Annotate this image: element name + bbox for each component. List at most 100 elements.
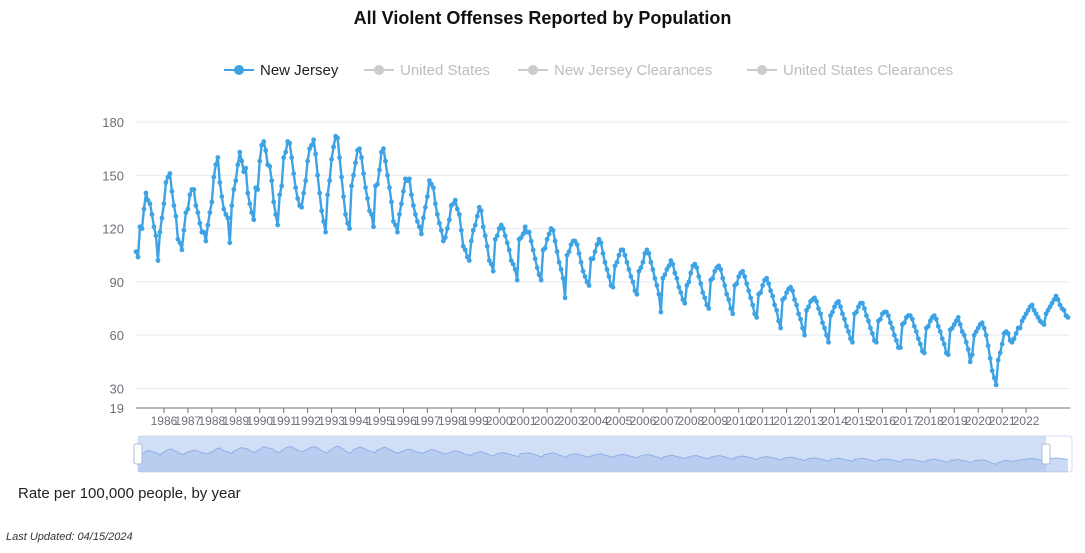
data-point[interactable] [145,197,151,203]
data-point[interactable] [367,208,372,214]
data-point[interactable] [660,275,666,281]
data-point[interactable] [177,240,183,246]
data-point[interactable] [953,318,959,324]
data-point[interactable] [205,222,211,228]
data-point[interactable] [1057,302,1063,308]
data-point[interactable] [981,325,987,331]
data-point[interactable] [578,259,584,265]
data-point[interactable] [796,311,801,317]
data-point[interactable] [1043,311,1049,317]
data-point[interactable] [826,339,831,345]
data-point[interactable] [492,236,498,242]
data-point[interactable] [646,251,652,256]
data-point[interactable] [730,311,736,317]
data-point[interactable] [694,265,700,271]
data-point[interactable] [927,318,933,324]
data-point[interactable] [407,176,412,182]
data-point[interactable] [273,211,279,217]
data-point[interactable] [363,185,368,191]
legend-item-united-states-clearances[interactable]: United States Clearances [745,58,953,82]
data-point[interactable] [878,316,883,322]
data-point[interactable] [538,277,544,283]
data-point[interactable] [640,259,646,265]
data-point[interactable] [933,316,939,322]
data-point[interactable] [221,206,227,212]
data-point[interactable] [209,199,215,205]
data-point[interactable] [989,368,995,374]
data-point[interactable] [644,247,650,253]
data-point[interactable] [1031,307,1037,313]
data-point[interactable] [191,187,197,192]
data-point[interactable] [602,259,608,265]
data-point[interactable] [301,190,307,196]
data-point[interactable] [856,304,861,310]
data-point[interactable] [181,227,187,233]
data-point[interactable] [295,195,301,201]
data-point[interactable] [846,329,851,335]
data-point[interactable] [1009,339,1015,345]
data-point[interactable] [724,291,730,297]
data-point[interactable] [249,210,255,215]
legend-item-new-jersey[interactable]: New Jersey [222,58,338,82]
data-point[interactable] [592,249,598,255]
data-point[interactable] [165,174,171,180]
data-point[interactable] [470,227,476,233]
data-point[interactable] [496,226,502,231]
data-point[interactable] [670,261,676,267]
data-point[interactable] [674,275,680,281]
data-point[interactable] [225,215,231,221]
data-point[interactable] [931,313,937,319]
data-point[interactable] [1011,336,1017,342]
data-point[interactable] [139,226,145,231]
data-point[interactable] [887,320,893,326]
data-point[interactable] [870,330,875,336]
data-point[interactable] [494,233,500,239]
data-point[interactable] [850,339,855,345]
data-point[interactable] [428,181,434,187]
data-point[interactable] [413,211,418,217]
data-point[interactable] [452,197,458,203]
data-point[interactable] [995,357,1001,363]
data-point[interactable] [1023,311,1029,317]
data-point[interactable] [740,268,746,274]
data-point[interactable] [760,283,766,288]
data-point[interactable] [816,306,821,311]
data-point[interactable] [614,259,620,265]
data-point[interactable] [889,325,895,331]
data-point[interactable] [862,306,867,311]
data-point[interactable] [163,179,169,185]
data-point[interactable] [502,233,508,239]
data-point[interactable] [175,236,181,242]
data-point[interactable] [706,306,712,311]
data-point[interactable] [939,336,945,342]
data-point[interactable] [558,267,564,272]
data-point[interactable] [963,339,969,345]
data-point[interactable] [772,302,778,308]
data-point[interactable] [488,261,494,267]
data-point[interactable] [474,213,480,219]
data-point[interactable] [949,325,955,331]
data-point[interactable] [528,238,534,244]
data-point[interactable] [239,158,245,164]
data-point[interactable] [921,350,927,356]
data-point[interactable] [317,190,323,196]
data-point[interactable] [393,222,398,228]
data-point[interactable] [718,267,724,272]
data-point[interactable] [395,229,400,235]
data-point[interactable] [484,243,490,249]
legend-item-new-jersey-clearances[interactable]: New Jersey Clearances [516,58,712,82]
data-point[interactable] [414,219,420,224]
data-point[interactable] [345,220,350,226]
data-point[interactable] [379,149,384,155]
legend-item-united-states[interactable]: United States [362,58,490,82]
data-point[interactable] [1013,330,1019,336]
data-point[interactable] [774,307,780,313]
data-point[interactable] [518,235,524,240]
data-point[interactable] [227,240,233,246]
data-point[interactable] [532,256,538,262]
data-point[interactable] [520,231,526,237]
data-point[interactable] [909,316,915,322]
data-point[interactable] [650,267,656,272]
data-point[interactable] [277,192,283,198]
data-point[interactable] [678,290,684,295]
